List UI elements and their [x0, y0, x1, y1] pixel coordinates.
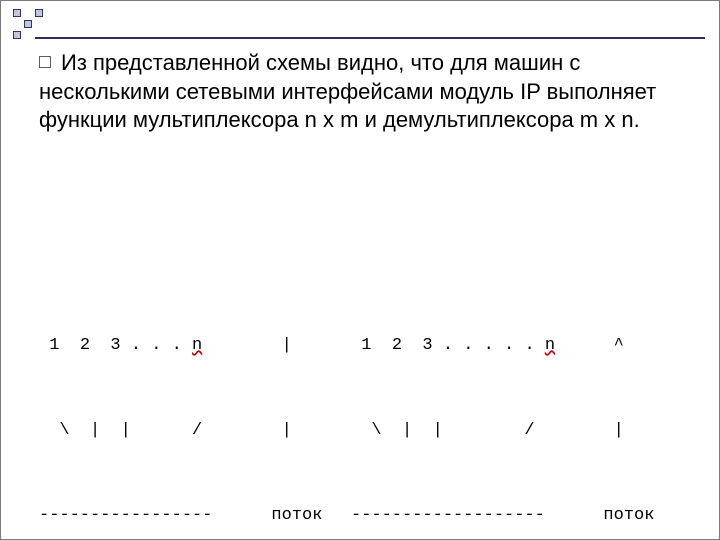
paragraph-text: Из представленной схемы видно, что для м…: [39, 50, 656, 132]
t: поток: [603, 506, 654, 525]
corner-decoration: [13, 9, 43, 39]
slide: Из представленной схемы видно, что для м…: [0, 0, 720, 540]
t: n: [192, 336, 202, 355]
t: . . .: [131, 336, 182, 355]
t: . . . . .: [443, 336, 535, 355]
t: 2: [80, 336, 90, 355]
t: \ | | /: [39, 420, 251, 441]
title-divider: [35, 37, 705, 39]
t: |: [282, 421, 292, 440]
t: поток: [271, 506, 322, 525]
bullet-icon: [39, 56, 51, 68]
t: |: [614, 421, 624, 440]
t: 1: [361, 336, 371, 355]
paragraph: Из представленной схемы видно, что для м…: [39, 49, 681, 135]
t: 3: [110, 336, 120, 355]
t: -------------------: [351, 505, 583, 526]
t: |: [282, 336, 292, 355]
t: \ | | /: [351, 420, 583, 441]
t: 1: [49, 336, 59, 355]
t: 2: [392, 336, 402, 355]
t: -----------------: [39, 505, 251, 526]
t: 3: [422, 336, 432, 355]
t: n: [545, 336, 555, 355]
ascii-diagram: 1 2 3 . . . n | 1 2 3 . . . . . n ^ \ | …: [39, 271, 681, 540]
t: ^: [614, 336, 624, 355]
